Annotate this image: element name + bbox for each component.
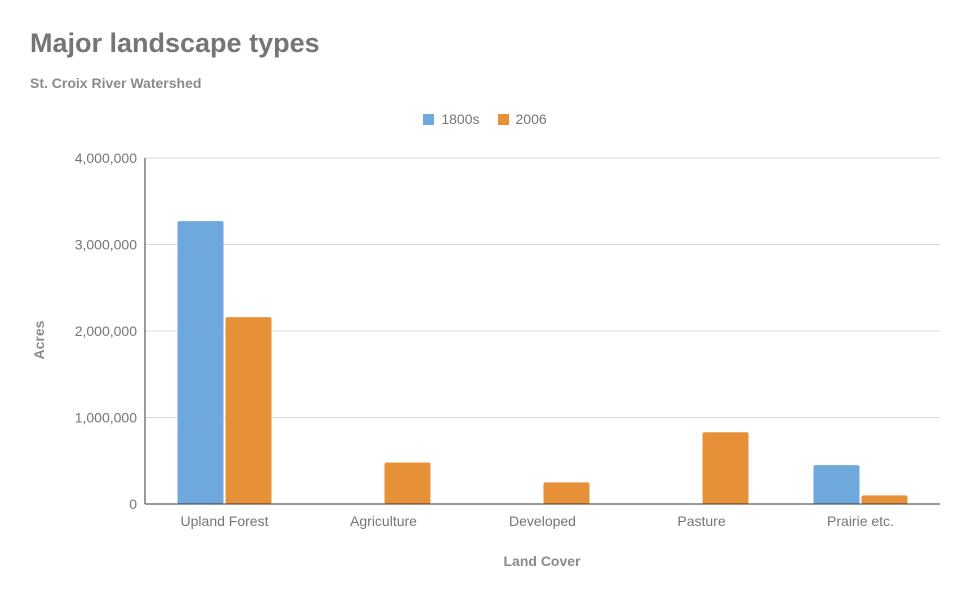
y-tick-label: 4,000,000 <box>75 150 137 166</box>
bar-2006-pasture <box>702 432 749 504</box>
legend-item-1800s: 1800s <box>423 111 480 127</box>
x-tick-label: Prairie etc. <box>827 513 894 529</box>
legend-label-1800s: 1800s <box>441 111 480 127</box>
chart-subtitle: St. Croix River Watershed <box>30 75 202 91</box>
legend-item-2006: 2006 <box>497 111 547 127</box>
bars <box>177 221 908 504</box>
y-axis-title: Acres <box>31 320 47 359</box>
y-axis-ticks: 0 1,000,000 2,000,000 3,000,000 4,000,000 <box>75 150 138 512</box>
x-tick-label: Upland Forest <box>181 513 269 529</box>
legend-swatch-1800s <box>423 113 435 125</box>
legend-label-2006: 2006 <box>515 111 547 127</box>
x-tick-label: Pasture <box>677 513 725 529</box>
bar-2006-prairie-etc <box>861 495 908 504</box>
x-axis-title: Land Cover <box>503 553 581 569</box>
bar-2006-agriculture <box>384 462 431 504</box>
bar-1800s-prairie-etc <box>813 465 860 504</box>
x-tick-label: Developed <box>509 513 576 529</box>
chart-title: Major landscape types <box>30 28 320 58</box>
bar-2006-developed <box>543 482 590 504</box>
chart-legend: 1800s 2006 <box>0 111 970 127</box>
y-tick-label: 1,000,000 <box>75 410 137 426</box>
bar-2006-upland-forest <box>225 317 272 504</box>
bar-1800s-upland-forest <box>177 221 224 504</box>
y-tick-label: 2,000,000 <box>75 323 137 339</box>
x-axis-ticks: Upland Forest Agriculture Developed Pasture… <box>181 513 894 529</box>
x-tick-label: Agriculture <box>350 513 417 529</box>
y-tick-label: 0 <box>129 496 137 512</box>
gridlines <box>145 157 940 418</box>
legend-swatch-2006 <box>497 113 509 125</box>
y-tick-label: 3,000,000 <box>75 237 137 253</box>
